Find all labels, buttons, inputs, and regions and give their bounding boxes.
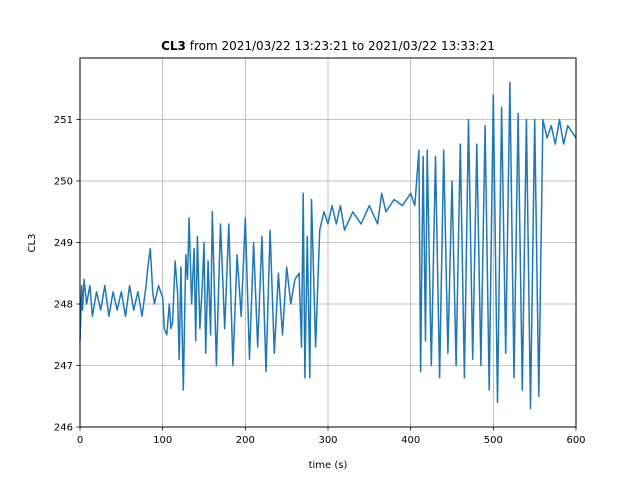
chart-title: CL3 from 2021/03/22 13:23:21 to 2021/03/… — [161, 39, 495, 53]
y-tick-label: 246 — [54, 423, 73, 434]
y-tick-label: 251 — [54, 115, 73, 126]
y-tick-label: 248 — [54, 300, 73, 311]
x-tick-label: 300 — [318, 435, 337, 446]
x-tick-label: 600 — [566, 435, 585, 446]
chart-title-bold: CL3 — [161, 39, 186, 53]
y-tick-label: 247 — [54, 361, 73, 372]
x-tick-label: 400 — [401, 435, 420, 446]
series-line — [79, 81, 577, 410]
y-axis-ticks: 246 247 248 249 250 251 — [54, 115, 80, 434]
x-tick-label: 100 — [153, 435, 172, 446]
x-tick-label: 500 — [484, 435, 503, 446]
chart-title-rest: from 2021/03/22 13:23:21 to 2021/03/22 1… — [186, 39, 495, 53]
x-axis-label: time (s) — [309, 460, 348, 471]
x-tick-label: 200 — [236, 435, 255, 446]
chart-series — [79, 81, 577, 410]
y-tick-label: 249 — [54, 238, 73, 249]
x-tick-label: 0 — [77, 435, 83, 446]
x-axis-ticks: 0 100 200 300 400 500 600 — [77, 427, 586, 446]
y-tick-label: 250 — [54, 177, 73, 188]
y-axis-label: CL3 — [27, 234, 38, 253]
